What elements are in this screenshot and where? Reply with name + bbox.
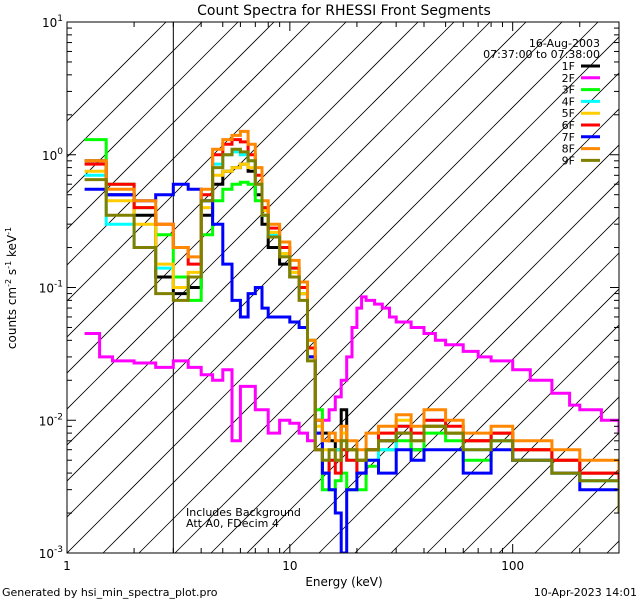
y-tick-label: 10-3 — [39, 545, 63, 561]
legend-label: 8F — [562, 143, 575, 156]
hatch-line — [67, 22, 275, 230]
hatch-line — [67, 22, 455, 410]
footer-timestamp: 10-Apr-2023 14:01 — [534, 586, 637, 599]
hatch-line — [138, 72, 619, 553]
hatch-line — [67, 22, 419, 374]
hatch-line — [67, 22, 383, 338]
y-label-exp: -2 — [4, 279, 13, 287]
series-line-9f — [84, 147, 619, 513]
annotation-background: Includes Background — [186, 506, 301, 519]
legend-label: 1F — [562, 60, 575, 73]
hatch-line — [67, 22, 311, 266]
hatch-line — [67, 22, 347, 302]
y-label-exp: -1 — [4, 261, 13, 269]
hatch-line — [354, 288, 619, 553]
x-tick-label: 1 — [63, 559, 71, 573]
hatch-line — [606, 540, 619, 553]
y-axis-label: counts cm-2 s-1 keV-1 — [4, 227, 19, 349]
hatch-line — [67, 22, 599, 553]
hatch-region — [67, 22, 619, 553]
hatch-line — [390, 324, 619, 553]
hatch-line — [426, 360, 619, 553]
hatch-line — [67, 22, 563, 518]
hatch-line — [210, 144, 619, 553]
hatch-line — [67, 22, 167, 122]
y-tick-label: 101 — [42, 14, 63, 30]
x-tick-label: 100 — [501, 559, 524, 573]
series-line-2f — [84, 295, 619, 443]
y-label-exp: -1 — [4, 227, 13, 235]
hatch-line — [174, 108, 619, 553]
legend-label: 3F — [562, 84, 575, 97]
x-axis-label: Energy (keV) — [305, 575, 382, 589]
series-line-8f — [84, 129, 619, 474]
y-label-part: s — [5, 269, 19, 279]
hatch-line — [570, 504, 619, 553]
y-tick-label: 10-2 — [39, 412, 63, 428]
y-label-part: keV — [5, 234, 19, 261]
legend-date: 16-Aug-2003 — [529, 37, 600, 50]
legend-label: 5F — [562, 107, 575, 120]
hatch-line — [67, 22, 491, 446]
x-tick-label: 10 — [282, 559, 297, 573]
y-axis-ticks: 10-3 10-2 10-1 100 101 — [39, 14, 619, 561]
footer-generated-by: Generated by hsi_min_spectra_plot.pro — [2, 586, 218, 599]
y-tick-label: 100 — [42, 147, 63, 163]
legend-label: 9F — [562, 154, 575, 167]
chart-title: Count Spectra for RHESSI Front Segments — [197, 3, 491, 19]
legend-time-range: 07:37:00 to 07:38:00 — [483, 48, 600, 61]
series-layer — [84, 129, 619, 553]
y-tick-label: 10-1 — [39, 280, 63, 296]
hatch-background — [67, 22, 174, 553]
y-label-part: counts cm — [5, 287, 19, 349]
legend-label: 2F — [562, 72, 575, 85]
legend-label: 6F — [562, 119, 575, 132]
hatch-line — [67, 22, 527, 482]
legend-label: 7F — [562, 131, 575, 144]
x-axis-ticks: 1 10 100 — [63, 22, 620, 573]
hatch-line — [102, 36, 619, 553]
hatch-line — [67, 22, 203, 158]
legend-label: 4F — [562, 95, 575, 108]
annotation-attenuator: Att A0, FDecim 4 — [186, 517, 279, 530]
